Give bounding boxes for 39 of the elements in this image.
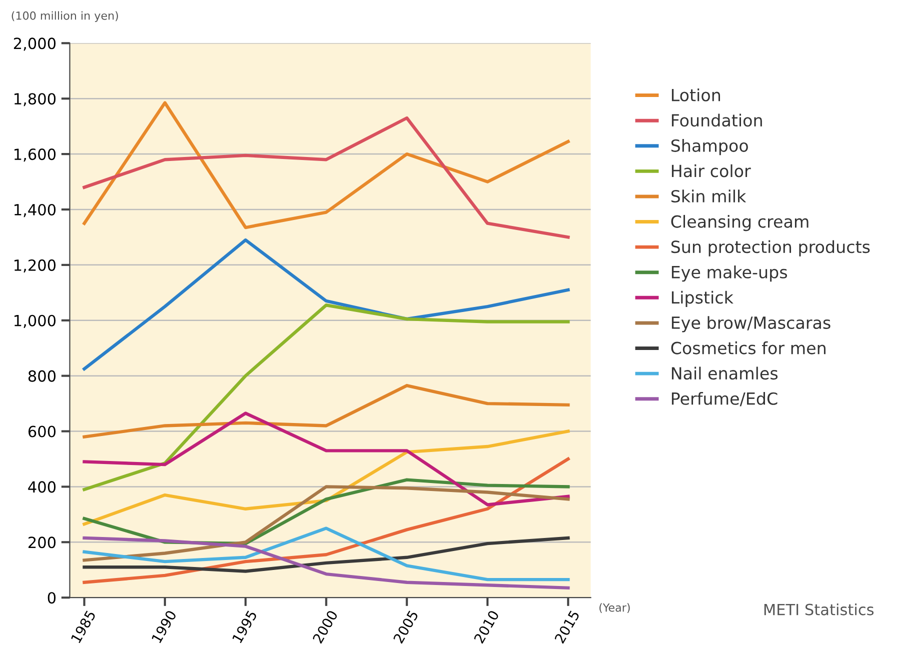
legend-label: Skin milk [671, 190, 746, 203]
line-series [82, 526, 570, 582]
line-series [82, 412, 570, 506]
line-series [82, 536, 570, 573]
legend-label: Cosmetics for men [671, 341, 826, 354]
legend-label: Cleansing cream [671, 214, 808, 232]
legend-label: Nail enamles [672, 366, 778, 380]
legend-label: Foundation [672, 114, 762, 127]
y-tick-label: 1,400 [14, 204, 56, 218]
line-series [82, 485, 570, 562]
legend-label: Eye make-ups [672, 266, 788, 282]
legend-label: Lipstick [672, 290, 734, 307]
y-tick-label: 1,000 [14, 314, 56, 328]
line-series [82, 101, 570, 230]
legend-label: Perfume/EdC [672, 392, 778, 406]
y-tick-label: 2,000 [14, 38, 56, 51]
y-tick-label: 400 [28, 481, 56, 493]
y-tick-label: 1,800 [14, 93, 56, 106]
line-series [82, 238, 570, 370]
line-series [82, 536, 570, 590]
line-series [82, 430, 570, 526]
y-tick-label: 200 [28, 536, 56, 548]
y-tick-label: 1,600 [14, 148, 56, 162]
line-series [82, 457, 570, 584]
y-tick-label: 1,200 [14, 259, 56, 273]
text: METI Statistics [764, 603, 874, 616]
legend-label: Hair color [672, 164, 751, 178]
legend-label: Sun protection products [671, 240, 870, 256]
line-series [82, 304, 570, 492]
y-tick-label: 800 [28, 370, 56, 382]
x-axis-title: (Year) [599, 603, 630, 614]
legend-label: Shampoo [671, 139, 748, 156]
legend-label: Lotion [672, 88, 720, 102]
y-tick-label: 600 [28, 426, 56, 438]
line-series [82, 384, 570, 438]
y-tick-label: 0 [48, 592, 56, 604]
y-axis-title: (100 million in yen) [12, 11, 118, 22]
legend-label: Eye brow/Mascaras [672, 316, 830, 332]
line-series [82, 116, 570, 239]
